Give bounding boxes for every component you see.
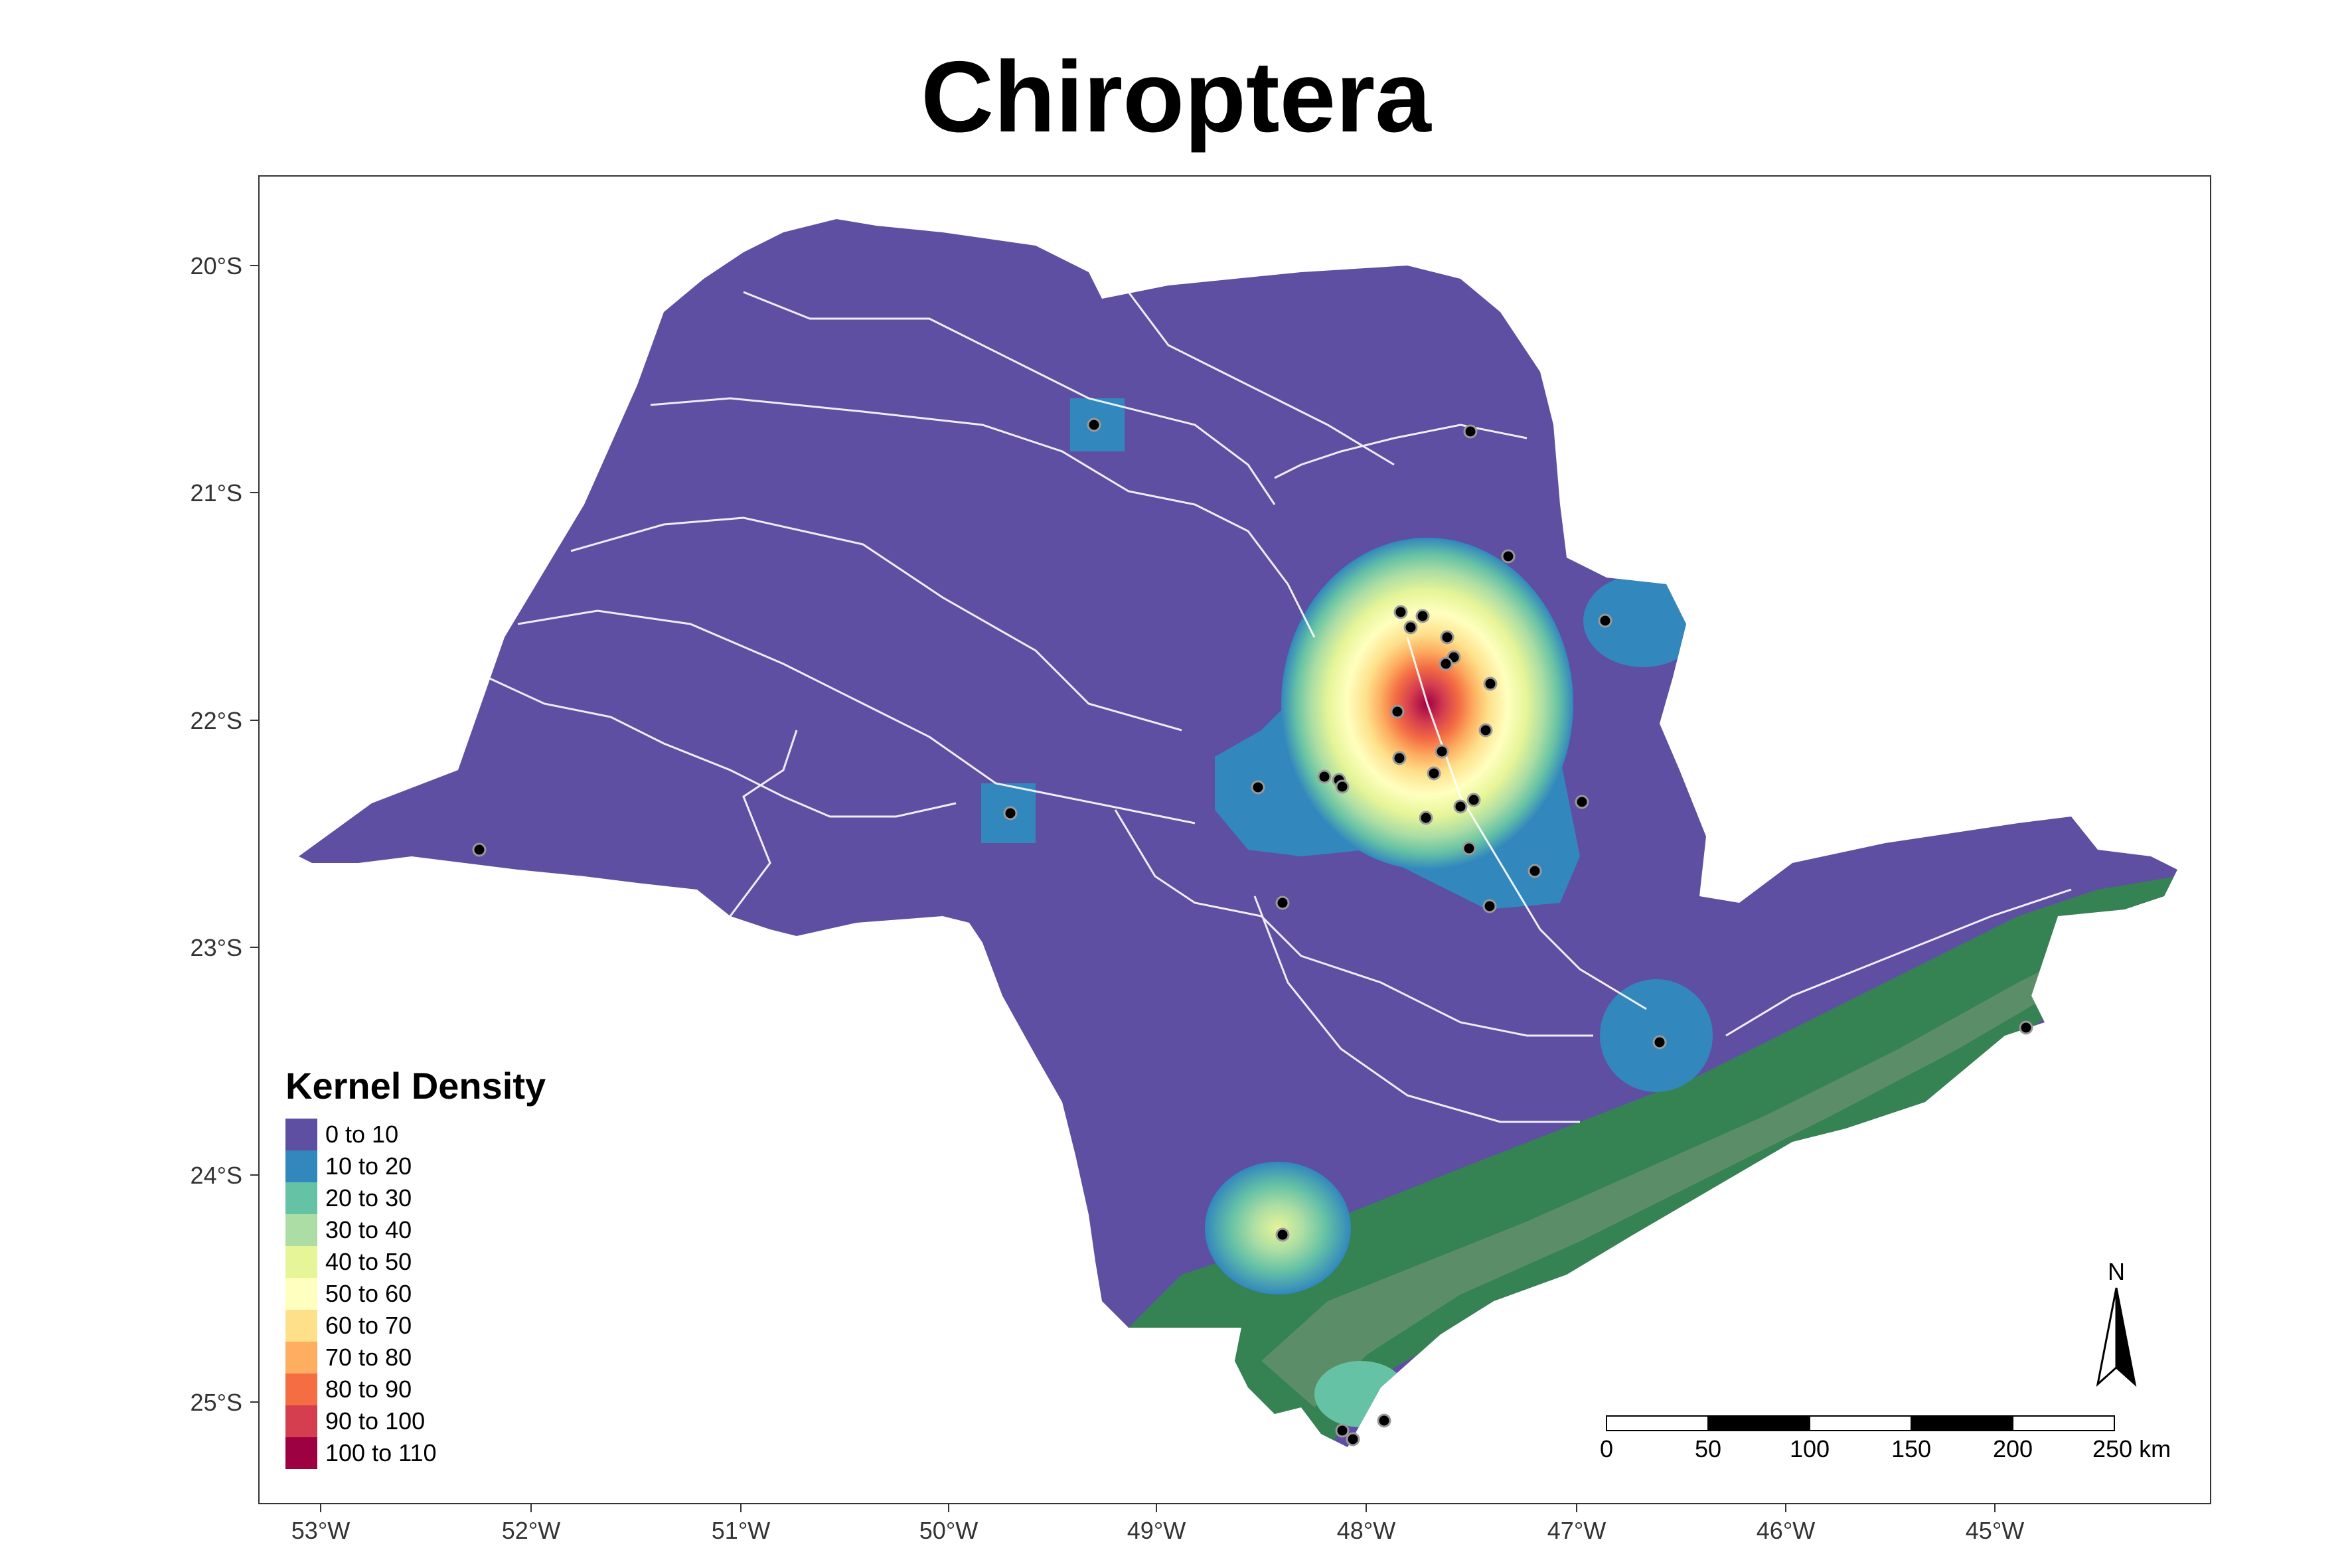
x-tick-label: 50°W [919,1517,978,1544]
legend-swatch [285,1437,317,1469]
legend-swatch [285,1373,317,1405]
scale-label: 0 [1600,1435,1613,1462]
legend-label: 20 to 30 [325,1184,412,1212]
legend-swatch [285,1342,317,1373]
x-tick-label: 53°W [291,1517,350,1544]
scale-label: 250 km [2092,1435,2171,1462]
map-title: Chiroptera [921,40,1431,153]
protected-area [1261,943,2098,1407]
y-tick-label: 20°S [191,252,242,279]
legend-swatch [285,1214,317,1246]
legend: Kernel Density 0 to 10 10 to 20 20 to 30 30… [285,1065,546,1469]
y-tick-label: 25°S [191,1389,242,1416]
hotspot-south [1205,1162,1351,1294]
y-tick-label: 23°S [191,934,242,961]
legend-label: 50 to 60 [325,1280,412,1307]
scale-label: 200 [1993,1435,2033,1462]
hotspot-southeast [1600,979,1713,1092]
legend-swatch [285,1182,317,1214]
x-tick-label: 45°W [1966,1517,2024,1544]
legend-label: 90 to 100 [325,1407,425,1435]
legend-label: 80 to 90 [325,1375,412,1403]
y-tick-label: 24°S [191,1162,242,1189]
north-arrow: N [2096,1258,2137,1387]
scale-label: 50 [1695,1435,1721,1462]
y-tick-label: 21°S [191,479,242,507]
sampling-points [472,418,2033,1447]
legend-swatch [285,1405,317,1437]
x-tick-label: 49°W [1127,1517,1186,1544]
legend-swatch [285,1310,317,1342]
scale-label: 150 [1891,1435,1931,1462]
legend-label: 100 to 110 [325,1439,436,1466]
legend-title: Kernel Density [285,1065,546,1107]
north-arrow-label: N [2108,1258,2125,1285]
x-axis: 53°W 52°W 51°W 50°W 49°W 48°W 47°W 46°W … [291,1504,2024,1544]
x-tick-label: 52°W [502,1517,560,1544]
legend-swatch [285,1150,317,1182]
legend-label: 30 to 40 [325,1216,412,1243]
x-tick-label: 51°W [712,1517,770,1544]
legend-label: 40 to 50 [325,1248,412,1275]
legend-label: 10 to 20 [325,1152,412,1180]
y-tick-label: 22°S [191,707,242,734]
scale-label: 100 [1790,1435,1830,1462]
legend-label: 0 to 10 [325,1121,398,1148]
legend-swatch [285,1278,317,1310]
x-tick-label: 46°W [1757,1517,1815,1544]
legend-swatch [285,1246,317,1278]
legend-label: 70 to 80 [325,1344,412,1371]
x-tick-label: 48°W [1337,1517,1395,1544]
y-axis: 20°S 21°S 22°S 23°S 24°S 25°S [191,252,259,1416]
scale-bar: 0 50 100 150 200 250 km [1600,1415,2171,1462]
legend-swatch [285,1119,317,1150]
x-tick-label: 47°W [1547,1517,1606,1544]
hotspot-east [1583,574,1703,667]
legend-label: 60 to 70 [325,1312,412,1339]
rivers [457,291,2072,1123]
